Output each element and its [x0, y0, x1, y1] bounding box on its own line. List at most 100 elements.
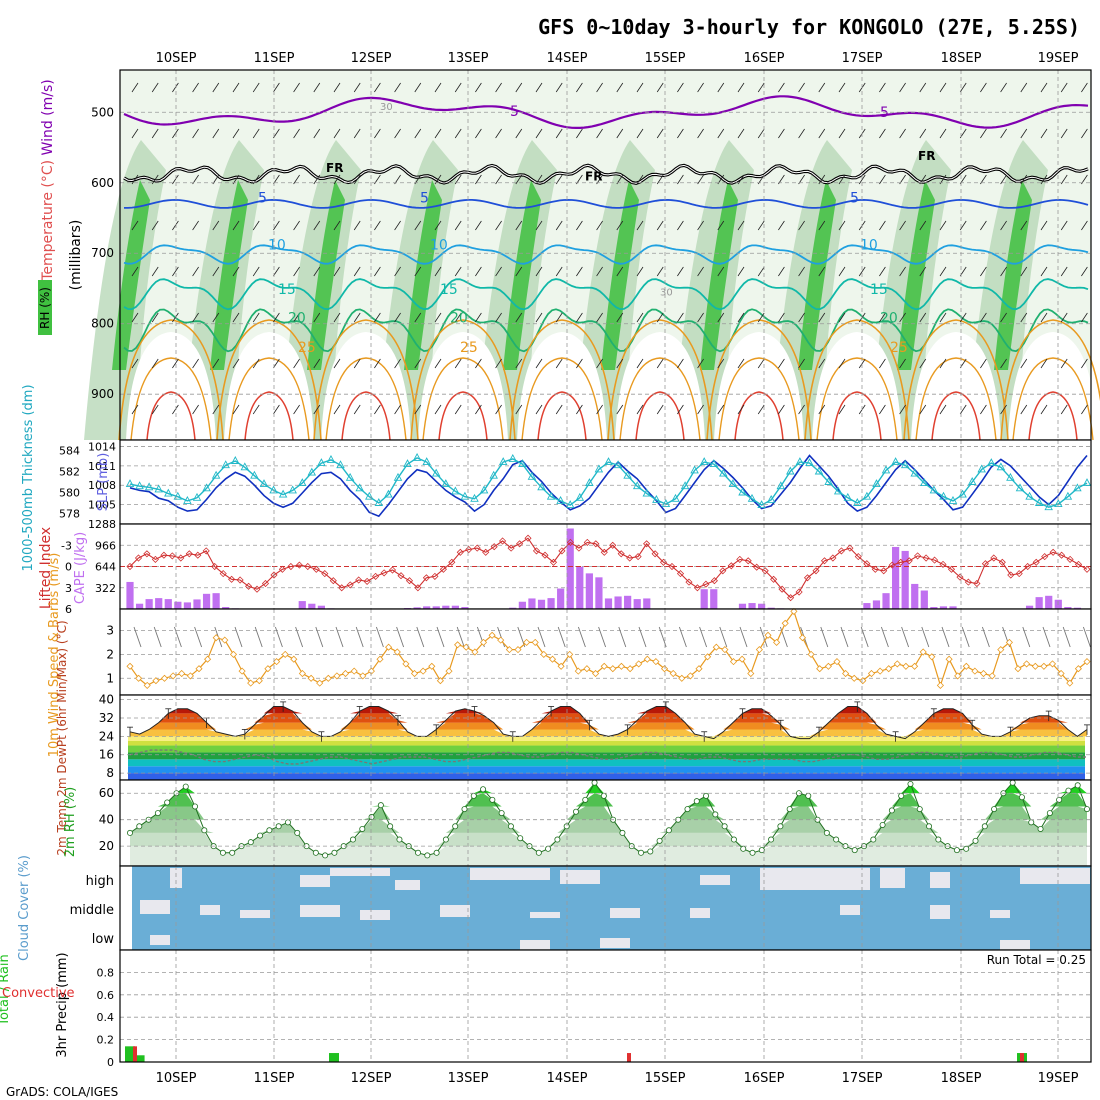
thickness-marker	[948, 495, 958, 504]
wind10m-barb	[941, 626, 950, 648]
upper-wind-barb	[252, 82, 260, 93]
upper-wind-barb	[313, 266, 321, 277]
upper-wind-barb	[273, 312, 280, 323]
thickness-marker	[403, 459, 412, 468]
thickness-marker	[460, 491, 470, 500]
wind10m-barb	[436, 626, 445, 648]
upper-wind-barb	[778, 82, 785, 93]
rh-marker	[229, 849, 236, 856]
upper-wind-barb	[737, 220, 745, 231]
upper-wind-barb	[293, 266, 300, 277]
rh-marker	[935, 836, 942, 843]
upper-wind-barb	[515, 174, 523, 185]
rh-marker	[591, 779, 598, 786]
thickness-marker	[1034, 498, 1044, 506]
upper-wind-barb	[879, 82, 886, 93]
upper-wind-barb	[232, 404, 240, 415]
precip-legend-total: Total / Rain	[0, 954, 12, 1027]
upper-wind-barb	[959, 220, 967, 231]
date-label-bottom-16SEP: 16SEP	[744, 1071, 785, 1086]
thickness-marker	[661, 499, 671, 508]
rh-marker	[349, 836, 356, 843]
isotherm-label-5-0: 5	[258, 190, 267, 206]
upper-wind-barb	[1081, 220, 1088, 231]
lifted-index-marker	[914, 552, 922, 560]
precip-bg	[120, 950, 1091, 1062]
upper-wind-barb	[374, 404, 381, 415]
thickness-marker	[891, 457, 900, 466]
upper-wind-barb	[636, 266, 644, 277]
wind10m-marker	[660, 665, 669, 673]
cape-bar	[1035, 597, 1043, 609]
cape-bar	[758, 603, 766, 609]
wind10m-marker	[178, 669, 186, 678]
upper-wind-barb	[1081, 82, 1088, 93]
lifted-index-marker	[668, 562, 676, 571]
rh-marker	[498, 810, 505, 817]
lifted-index-marker	[490, 543, 498, 551]
cape-bar	[442, 605, 450, 609]
thickness-marker	[728, 479, 738, 488]
cloud-gap-25	[600, 938, 630, 948]
upper-wind-barb	[1020, 174, 1028, 185]
lifted-index-marker	[236, 576, 244, 584]
upper-wind-barb	[616, 358, 624, 369]
rh-marker	[452, 823, 459, 830]
upper-wind-barb	[1000, 312, 1007, 323]
upper-wind-barb	[980, 266, 987, 277]
upper-wind-barb	[394, 404, 401, 415]
freezing-level-inner	[123, 164, 1089, 184]
cape-bar	[920, 590, 928, 609]
upper-wind-barb	[576, 358, 583, 369]
rh-marker	[758, 847, 765, 854]
rh-marker	[786, 806, 793, 813]
upper-wind-barb	[192, 82, 199, 93]
upper-wind-barb	[535, 312, 543, 323]
upper-wind-barb	[151, 220, 159, 231]
wind10m-marker	[738, 655, 746, 663]
upper-wind-barb	[454, 82, 462, 93]
upper-wind-barb	[616, 312, 624, 323]
cape-tick-1288: 1288	[88, 518, 116, 531]
cloud-gap-12	[200, 905, 220, 915]
lifted-index-marker	[727, 562, 735, 570]
upper-wind-barb	[172, 266, 179, 277]
rh-marker	[1018, 794, 1025, 801]
upper-wind-barb	[333, 358, 341, 369]
wind10m-marker	[479, 638, 488, 646]
rh-marker	[387, 823, 394, 830]
upper-wind-barb	[313, 128, 321, 139]
upper-wind-barb	[434, 404, 442, 415]
upper-wind-barb	[515, 404, 523, 415]
cloud-gap-21	[930, 905, 950, 919]
lifted-index-marker	[693, 584, 701, 592]
upper-wind-barb	[475, 128, 482, 139]
lifted-index-marker	[405, 577, 414, 585]
temp-tick-24: 24	[99, 729, 114, 743]
upper-wind-barb	[778, 128, 785, 139]
wind10m-marker	[876, 667, 884, 675]
lifted-index-marker	[456, 548, 464, 556]
wind10m-marker	[816, 665, 824, 673]
precip-bar	[125, 1046, 135, 1062]
upper-wind-barb	[838, 128, 846, 139]
thickness-marker	[1063, 491, 1073, 500]
upper-wind-barb	[192, 266, 199, 277]
upper-wind-barb	[151, 266, 159, 277]
upper-wind-barb	[636, 82, 644, 93]
thickness-marker	[135, 481, 144, 490]
thickness-marker	[422, 457, 431, 466]
upper-wind-barb	[697, 82, 704, 93]
upper-wind-barb	[374, 358, 381, 369]
upper-wind-barb	[232, 220, 240, 231]
date-label-top-14SEP: 14SEP	[547, 51, 588, 66]
rh-marker	[693, 798, 700, 805]
rh-marker	[730, 836, 737, 843]
wind10m-barb	[981, 626, 990, 648]
cape-bar	[212, 593, 220, 609]
isotherm-t10	[123, 244, 1089, 265]
cloud-gap-2	[330, 868, 390, 876]
upper-wind-barb	[879, 312, 886, 323]
wind10m-marker	[971, 667, 979, 675]
cape-bar	[145, 599, 153, 609]
